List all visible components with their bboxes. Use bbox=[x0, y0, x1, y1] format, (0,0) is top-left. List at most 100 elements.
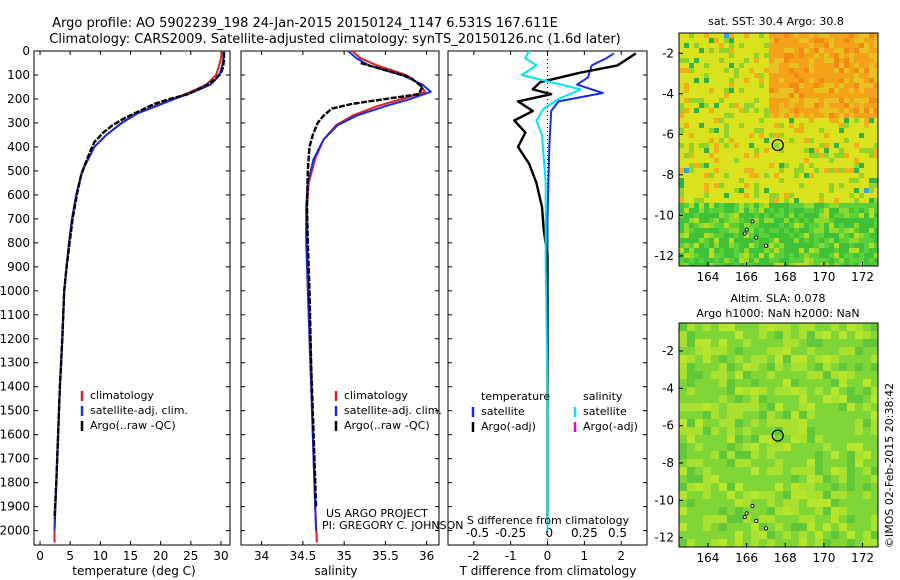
map-cell bbox=[799, 83, 804, 88]
map-cell bbox=[829, 188, 834, 193]
map-cell bbox=[759, 118, 764, 123]
map-cell bbox=[684, 213, 689, 218]
map-cell bbox=[864, 203, 869, 208]
map-x-tick-label: 166 bbox=[735, 270, 758, 284]
map-cell bbox=[859, 233, 864, 238]
map-cell bbox=[819, 253, 824, 258]
map-cell bbox=[854, 213, 859, 218]
map-cell bbox=[789, 88, 794, 93]
map-cell bbox=[824, 113, 829, 118]
map-cell bbox=[703, 323, 711, 331]
map-cell bbox=[824, 103, 829, 108]
map-cell bbox=[844, 48, 849, 53]
x-tick-label: 1 bbox=[581, 549, 589, 563]
map-cell bbox=[809, 93, 814, 98]
map-cell bbox=[754, 203, 759, 208]
map-cell bbox=[791, 435, 799, 443]
map-cell bbox=[844, 108, 849, 113]
map-cell bbox=[754, 218, 759, 223]
map-x-tick-label: 170 bbox=[812, 270, 835, 284]
map-cell bbox=[794, 233, 799, 238]
map-cell bbox=[724, 213, 729, 218]
map-cell bbox=[775, 467, 783, 475]
map-cell bbox=[684, 248, 689, 253]
map-cell bbox=[754, 233, 759, 238]
map-cell bbox=[814, 63, 819, 68]
map-cell bbox=[869, 233, 874, 238]
map-cell bbox=[849, 58, 854, 63]
map-cell bbox=[807, 347, 815, 355]
map-cell bbox=[849, 73, 854, 78]
map-cell bbox=[719, 363, 727, 371]
map-cell bbox=[829, 208, 834, 213]
map-cell bbox=[839, 363, 847, 371]
map-cell bbox=[819, 263, 824, 266]
map-cell bbox=[684, 123, 689, 128]
map-cell bbox=[774, 108, 779, 113]
map-cell bbox=[709, 138, 714, 143]
map-cell bbox=[804, 138, 809, 143]
map-cell bbox=[734, 203, 739, 208]
map-cell bbox=[834, 53, 839, 58]
map-cell bbox=[783, 507, 791, 515]
map-cell bbox=[779, 48, 784, 53]
map-cell bbox=[807, 459, 815, 467]
map-cell bbox=[869, 238, 874, 243]
map-cell bbox=[804, 98, 809, 103]
map-cell bbox=[874, 248, 878, 253]
map-cell bbox=[754, 258, 759, 263]
map-cell bbox=[789, 138, 794, 143]
map-cell bbox=[819, 113, 824, 118]
map-cell bbox=[699, 218, 704, 223]
map-cell bbox=[869, 43, 874, 48]
map-cell bbox=[859, 103, 864, 108]
map-cell bbox=[724, 48, 729, 53]
map-cell bbox=[844, 208, 849, 213]
map-cell bbox=[764, 108, 769, 113]
map-cell bbox=[849, 38, 854, 43]
map-cell bbox=[799, 123, 804, 128]
map-cell bbox=[719, 238, 724, 243]
map-cell bbox=[819, 98, 824, 103]
map-cell bbox=[791, 467, 799, 475]
map-x-tick-label: 168 bbox=[774, 270, 797, 284]
x-tick-label: 34.5 bbox=[290, 549, 317, 563]
map-cell bbox=[823, 363, 831, 371]
map-cell bbox=[849, 48, 854, 53]
map-cell bbox=[874, 228, 878, 233]
map-cell bbox=[794, 168, 799, 173]
map-cell bbox=[807, 411, 815, 419]
map-cell bbox=[814, 88, 819, 93]
y-tick-label: 1400 bbox=[0, 380, 30, 394]
map-cell bbox=[679, 248, 684, 253]
map-cell bbox=[874, 43, 878, 48]
profile-location-marker bbox=[771, 429, 784, 442]
map-cell bbox=[749, 68, 754, 73]
map-cell bbox=[754, 53, 759, 58]
map-cell bbox=[774, 248, 779, 253]
map-cell bbox=[714, 208, 719, 213]
map-cell bbox=[844, 258, 849, 263]
map-cell bbox=[744, 103, 749, 108]
map-cell bbox=[699, 233, 704, 238]
map-cell bbox=[709, 233, 714, 238]
map-cell bbox=[679, 233, 684, 238]
map-cell bbox=[759, 323, 767, 331]
map-cell bbox=[735, 371, 743, 379]
map-cell bbox=[724, 263, 729, 266]
map-cell bbox=[767, 499, 775, 507]
map-cell bbox=[844, 213, 849, 218]
map-cell bbox=[814, 33, 819, 38]
map-cell bbox=[849, 238, 854, 243]
map-cell bbox=[809, 83, 814, 88]
map-cell bbox=[749, 208, 754, 213]
map-cell bbox=[864, 208, 869, 213]
project-line2: PI: GREGORY C. JOHNSON bbox=[322, 519, 463, 532]
map-cell bbox=[749, 143, 754, 148]
map-cell bbox=[735, 483, 743, 491]
map-cell bbox=[871, 363, 878, 371]
map-cell bbox=[823, 395, 831, 403]
map-cell bbox=[784, 53, 789, 58]
map-cell bbox=[754, 58, 759, 63]
sla-map-panel: 164 166 168 170 172-2-4-6-8-10-12 bbox=[654, 322, 879, 565]
